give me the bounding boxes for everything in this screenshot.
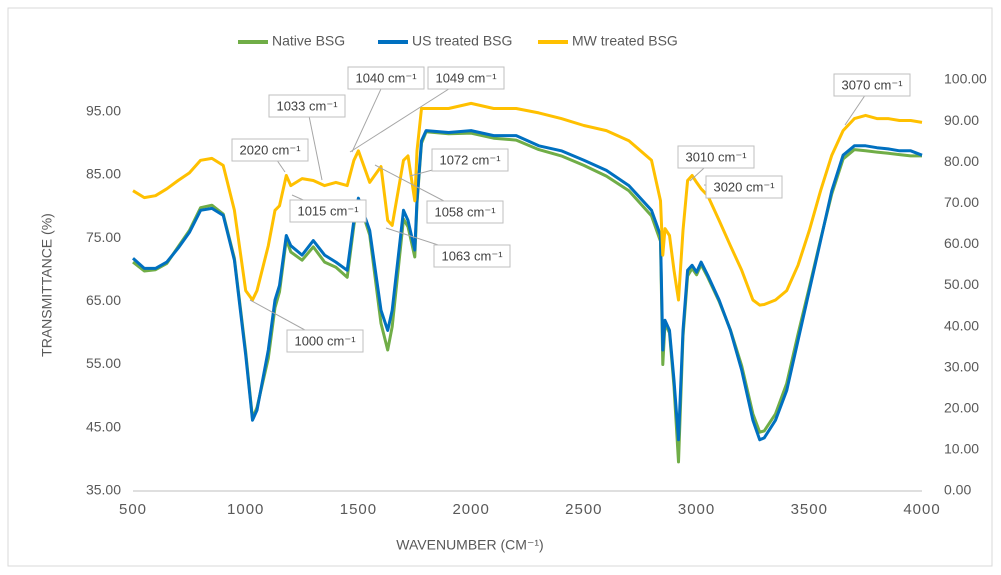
x-tick-label: 1500 (340, 501, 377, 518)
series-line (132, 129, 923, 442)
annotation: 1058 cm⁻¹ (434, 204, 496, 219)
y2-tick-label: 30.00 (944, 358, 979, 374)
y-axis-title: TRANSMITTANCE (%) (39, 213, 55, 357)
series-line (132, 101, 923, 307)
annotation-box (427, 66, 505, 90)
y2-tick-label: 20.00 (944, 400, 979, 416)
y-tick-label: 45.00 (86, 418, 121, 434)
annotation: 1063 cm⁻¹ (441, 248, 503, 263)
x-tick-label: 2000 (452, 501, 489, 518)
x-axis-title: WAVENUMBER (CM⁻¹) (396, 537, 543, 553)
x-tick-label: 500 (119, 501, 147, 518)
annotation-leader (351, 77, 387, 153)
y-tick-label: 75.00 (86, 229, 121, 245)
annotation-box (286, 329, 364, 353)
y2-tick-label: 70.00 (944, 194, 979, 210)
annotation: 1049 cm⁻¹ (435, 70, 497, 85)
annotation: 2020 cm⁻¹ (239, 142, 301, 157)
y2-tick-label: 0.00 (944, 482, 971, 498)
y2-tick-label: 100.00 (944, 71, 987, 87)
legend-label: Native BSG (272, 33, 345, 49)
y2-tick-label: 40.00 (944, 317, 979, 333)
y2-tick-label: 10.00 (944, 441, 979, 457)
legend-label: MW treated BSG (572, 33, 678, 49)
annotation-box (433, 244, 511, 268)
y2-tick-label: 80.00 (944, 153, 979, 169)
y2-tick-label: 90.00 (944, 112, 979, 128)
annotation-box (431, 148, 509, 172)
annotation: 3070 cm⁻¹ (841, 77, 903, 92)
annotation-box (347, 66, 425, 90)
y-tick-label: 95.00 (86, 102, 121, 118)
annotation-leader (349, 77, 467, 153)
annotation-box (289, 199, 367, 223)
x-tick-label: 3000 (678, 501, 715, 518)
annotation: 1033 cm⁻¹ (276, 98, 338, 113)
x-tick-label: 3500 (791, 501, 828, 518)
annotation-box (677, 145, 755, 169)
annotation-box (705, 175, 783, 199)
annotation: 3020 cm⁻¹ (713, 179, 775, 194)
y-tick-label: 85.00 (86, 166, 121, 182)
annotation: 1015 cm⁻¹ (297, 203, 359, 218)
annotation-box (268, 94, 346, 118)
y-tick-label: 65.00 (86, 292, 121, 308)
x-tick-label: 1000 (227, 501, 264, 518)
y2-tick-label: 50.00 (944, 276, 979, 292)
y2-tick-label: 60.00 (944, 235, 979, 251)
x-tick-label: 4000 (903, 501, 940, 518)
y-tick-label: 55.00 (86, 355, 121, 371)
chart-frame (7, 7, 993, 567)
annotation-box (231, 138, 309, 162)
y-tick-label: 35.00 (86, 482, 121, 498)
annotation: 3010 cm⁻¹ (685, 149, 747, 164)
annotation: 1072 cm⁻¹ (439, 152, 501, 167)
annotation: 1040 cm⁻¹ (355, 70, 417, 85)
annotation-box (833, 73, 911, 97)
annotation: 1000 cm⁻¹ (294, 333, 356, 348)
legend-label: US treated BSG (412, 33, 512, 49)
annotation-box (426, 200, 504, 224)
annotation-leader (306, 105, 323, 181)
x-tick-label: 2500 (565, 501, 602, 518)
